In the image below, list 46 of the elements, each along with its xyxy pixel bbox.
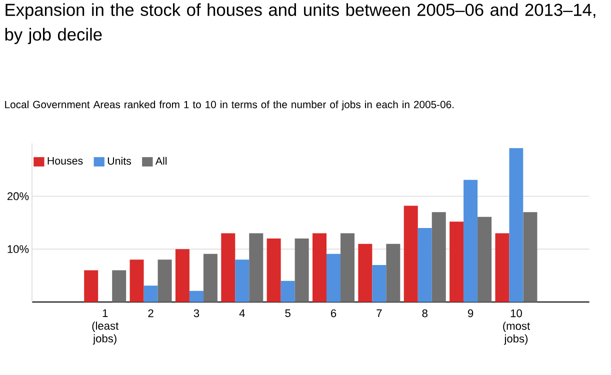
x-tick-label: 1 (least jobs) bbox=[92, 309, 119, 345]
legend-label: All bbox=[155, 156, 167, 165]
y-tick-label: 10% bbox=[8, 245, 29, 254]
bar bbox=[340, 233, 355, 302]
bar bbox=[386, 244, 400, 302]
x-tick-label: 6 bbox=[330, 309, 336, 318]
x-tick-label: 3 bbox=[194, 309, 200, 318]
bar bbox=[175, 249, 190, 302]
bar bbox=[84, 270, 98, 302]
chart-subtitle: Local Government Areas ranked from 1 to 10 in terms of the number of jobs in each in 2005-06. bbox=[5, 100, 454, 110]
bar bbox=[249, 233, 264, 302]
bar bbox=[158, 260, 172, 302]
bar bbox=[235, 260, 250, 302]
bar bbox=[478, 216, 492, 302]
bar bbox=[221, 233, 236, 302]
bar bbox=[130, 260, 144, 302]
x-tick-label: 8 bbox=[422, 309, 428, 318]
bar bbox=[464, 180, 478, 302]
y-tick-label: 20% bbox=[7, 192, 29, 200]
x-tick-label: 9 bbox=[468, 309, 474, 318]
x-tick-label: 2 bbox=[148, 309, 154, 318]
x-tick-label: 7 bbox=[376, 309, 382, 317]
bar bbox=[523, 212, 538, 302]
bar bbox=[509, 148, 524, 302]
bar bbox=[450, 222, 464, 302]
bar bbox=[372, 264, 386, 302]
bar bbox=[326, 254, 341, 302]
bar bbox=[404, 206, 418, 302]
bar bbox=[112, 270, 126, 302]
legend-label: Houses bbox=[48, 157, 83, 165]
bar bbox=[294, 238, 309, 302]
bar bbox=[266, 238, 281, 302]
bar bbox=[280, 280, 295, 302]
bar bbox=[358, 244, 372, 302]
x-tick-label: 5 bbox=[285, 309, 290, 318]
bar bbox=[432, 212, 446, 302]
legend-label: Units bbox=[108, 156, 132, 165]
x-tick-label: 4 bbox=[239, 309, 245, 317]
bar bbox=[418, 228, 432, 302]
bar bbox=[312, 233, 327, 302]
bar bbox=[189, 290, 204, 302]
bar bbox=[203, 254, 218, 302]
bar bbox=[495, 233, 510, 302]
bar bbox=[144, 286, 158, 302]
chart-title: Expansion in the stock of houses and units between 2005–06 and 2013–14, by job decile bbox=[5, 3, 596, 44]
x-tick-label: 10 (most jobs) bbox=[503, 309, 530, 345]
